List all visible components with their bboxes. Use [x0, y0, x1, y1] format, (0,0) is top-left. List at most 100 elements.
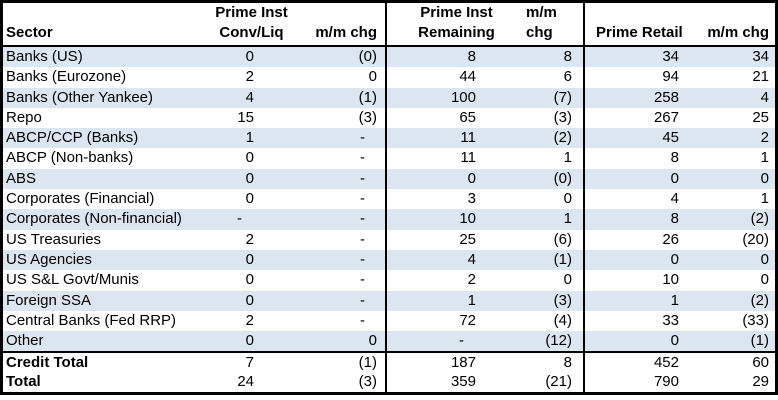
table-body: Banks (US) 0 (0) 8 8 34 34 Banks (Eurozone) 2 0 44…: [3, 47, 775, 393]
value-cell: 1: [245, 129, 254, 147]
header-mm-chg-2: m/m chg: [526, 3, 585, 45]
header-mm-chg-3: m/m chg: [707, 24, 769, 41]
value-cell: (1): [300, 87, 387, 108]
value-cell: -: [300, 290, 387, 311]
value-cell: 0: [526, 270, 585, 291]
value-cell: 45: [662, 129, 679, 147]
table-row: Banks (Other Yankee) 4 (1) 100 (7) 258 4: [3, 87, 775, 108]
value-cell: (3): [300, 107, 387, 129]
value-cell: -: [300, 148, 387, 169]
value-cell: 24: [237, 372, 254, 390]
value-cell: 94: [662, 68, 679, 86]
value-cell: 25: [459, 230, 476, 248]
table-row: ABCP (Non-banks) 0-11 1 8 1: [3, 148, 775, 169]
value-cell: (12): [526, 331, 585, 352]
value-cell: 0: [245, 190, 254, 208]
value-cell: 0: [670, 332, 679, 350]
value-cell: 187: [450, 354, 476, 372]
sector-cell: Corporates (Financial): [6, 190, 155, 208]
sector-cell: Corporates (Non-financial): [6, 210, 182, 228]
sector-cell: Central Banks (Fed RRP): [6, 311, 177, 329]
header-prime-inst-remaining: Prime Inst Remaining: [418, 4, 495, 41]
value-cell: (33): [742, 311, 769, 329]
sector-cell: Credit Total: [6, 354, 89, 372]
value-cell: 8: [526, 353, 585, 372]
sector-cell: ABCP (Non-banks): [6, 149, 134, 167]
value-cell: 8: [670, 210, 679, 228]
value-cell: 1: [526, 148, 585, 169]
value-cell: -: [300, 168, 387, 190]
value-cell: (7): [526, 87, 585, 108]
value-cell: 8: [467, 48, 476, 65]
sector-cell: ABCP/CCP (Banks): [6, 129, 139, 147]
value-cell: (6): [526, 229, 585, 250]
value-cell: (3): [300, 371, 387, 393]
sector-cell: US Agencies: [6, 250, 92, 268]
value-cell: (1): [750, 332, 769, 350]
value-cell: -: [300, 270, 387, 291]
value-cell: 34: [662, 48, 679, 65]
value-cell: 359: [450, 372, 476, 390]
table-row: Banks (US) 0 (0) 8 8 34 34: [3, 47, 775, 68]
value-cell: 0: [300, 67, 387, 88]
table-row: Foreign SSA 0 - 1 (3) 1 (2): [3, 290, 775, 311]
value-cell: 2: [245, 68, 254, 86]
value-cell: (2): [526, 128, 585, 149]
value-cell: 1: [467, 291, 476, 309]
value-cell: 7: [245, 354, 254, 372]
value-cell: (0): [300, 47, 387, 68]
header-prime-retail: Prime Retail: [596, 24, 683, 41]
value-cell: 15: [237, 108, 254, 126]
value-cell: 25: [752, 108, 769, 126]
value-cell: 2: [245, 230, 254, 248]
value-cell: 1: [526, 209, 585, 230]
table-row: ABS 0 - 0 (0) 0 0: [3, 168, 775, 190]
value-cell: (1): [526, 249, 585, 271]
header-mm-chg-1: m/m chg: [300, 3, 387, 45]
value-cell: 267: [653, 108, 679, 126]
sector-cell: Banks (Eurozone): [6, 68, 127, 86]
value-cell: 44: [459, 68, 476, 86]
value-cell: (3): [526, 290, 585, 311]
table-row: Repo 15 (3) 65 (3) 267 25: [3, 107, 775, 129]
value-cell: 0: [760, 250, 769, 268]
value-cell: -: [300, 229, 387, 250]
sector-cell: Banks (Other Yankee): [6, 88, 154, 106]
value-cell: -: [459, 332, 464, 350]
value-cell: 34: [752, 48, 769, 65]
value-cell: (3): [526, 107, 585, 129]
value-cell: 6: [526, 67, 585, 88]
value-cell: 3: [467, 190, 476, 208]
value-cell: 0: [760, 271, 769, 289]
table-row: Corporates (Non-financial) - - 10 1 8 (2): [3, 209, 775, 230]
header-sector: Sector: [6, 24, 53, 41]
value-cell: 0: [245, 332, 254, 350]
value-cell: (21): [526, 371, 585, 393]
sector-cell: Repo: [6, 108, 42, 126]
value-cell: 258: [653, 88, 679, 106]
value-cell: 11: [460, 149, 476, 167]
table-total-row: Credit Total 7 (1) 187 8 452 60: [3, 351, 775, 372]
value-cell: 26: [662, 230, 679, 248]
sector-cell: US Treasuries: [6, 230, 102, 248]
value-cell: 4: [670, 190, 679, 208]
table-header-row: Sector Prime Inst Conv/Liq m/m chg Prime…: [3, 3, 775, 47]
sector-cell: Other: [6, 332, 44, 350]
header-prime-inst-conv-liq: Prime Inst Conv/Liq: [215, 4, 288, 41]
sector-cell: ABS: [6, 169, 37, 187]
value-cell: 100: [450, 88, 476, 106]
value-cell: 1: [670, 291, 679, 309]
value-cell: 4: [245, 88, 254, 106]
value-cell: 65: [459, 108, 476, 126]
value-cell: 8: [670, 149, 679, 167]
value-cell: -: [300, 128, 387, 149]
value-cell: 0: [467, 169, 476, 187]
value-cell: 33: [662, 311, 679, 329]
value-cell: 0: [245, 48, 254, 65]
value-cell: (1): [300, 353, 387, 372]
table-row: Central Banks (Fed RRP) 2 - 72 (4) 33 (33): [3, 310, 775, 332]
sector-cell: Total: [6, 372, 41, 390]
value-cell: 10: [662, 271, 679, 289]
value-cell: 60: [752, 354, 769, 372]
value-cell: (2): [750, 291, 769, 309]
